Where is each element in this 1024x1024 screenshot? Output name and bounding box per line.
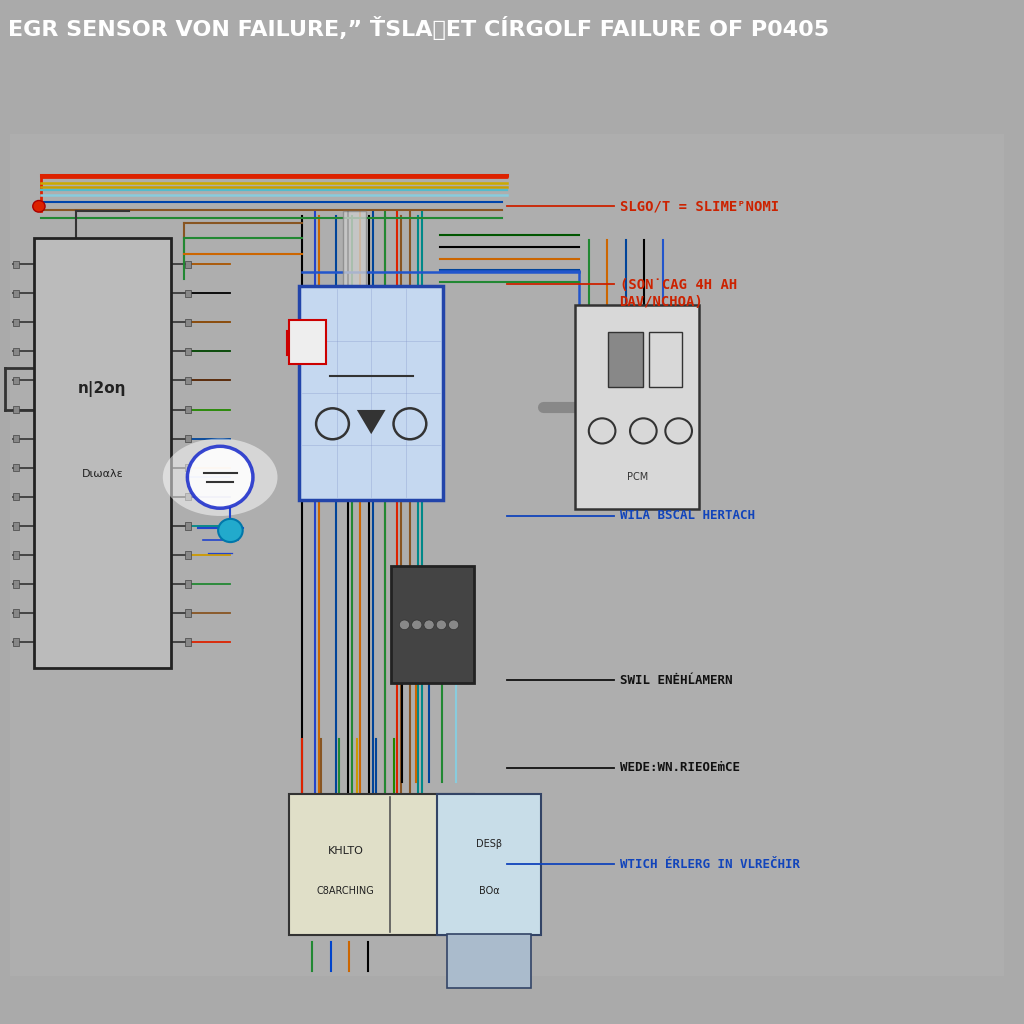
Bar [13,580,19,588]
Bar [185,290,191,297]
Circle shape [449,620,459,630]
Circle shape [187,446,253,508]
Bar [13,290,19,297]
Text: WTICH ÉRLERG IN VLREČHIR: WTICH ÉRLERG IN VLREČHIR [620,858,800,870]
Bar [13,347,19,355]
Text: WILA BSCAL HERTACH: WILA BSCAL HERTACH [620,510,755,522]
Circle shape [424,620,434,630]
FancyBboxPatch shape [34,239,171,668]
Bar [13,522,19,529]
Polygon shape [356,410,385,434]
FancyBboxPatch shape [446,934,530,988]
Bar [287,331,309,355]
Bar [343,211,366,328]
Bar [608,332,643,387]
Bar [649,332,682,387]
Text: EGR SENSOR VON FAILURE,” ŤSLAఎET CÍRGOLF FAILURE OF P0405: EGR SENSOR VON FAILURE,” ŤSLAఎET CÍRGOLF… [8,16,829,40]
Bar [185,434,191,442]
FancyBboxPatch shape [289,794,474,935]
FancyBboxPatch shape [299,286,443,500]
Text: SWIL ENĖHĹAMERN: SWIL ENĖHĹAMERN [620,674,732,687]
Bar [185,551,191,558]
Bar [185,609,191,616]
Bar [13,493,19,501]
Circle shape [399,620,410,630]
Bar [185,318,191,327]
Bar [13,609,19,616]
Bar [185,377,191,384]
Text: n|2oη: n|2oη [78,381,127,397]
Bar [185,260,191,268]
FancyBboxPatch shape [437,794,541,935]
FancyBboxPatch shape [391,566,474,683]
Bar [13,464,19,471]
Bar [185,406,191,414]
Circle shape [436,620,446,630]
FancyBboxPatch shape [289,319,326,365]
Text: C8ARCHING: C8ARCHING [316,887,375,896]
Bar [13,406,19,414]
FancyBboxPatch shape [575,305,699,509]
Text: PCM: PCM [627,471,648,481]
Text: DESβ: DESβ [476,839,502,849]
Text: (SOṄCAG 4H AH
DAV/NCHOA): (SOṄCAG 4H AH DAV/NCHOA) [620,279,737,308]
Text: Dιωαλε: Dιωαλε [82,469,123,479]
Circle shape [218,519,243,542]
Bar [13,434,19,442]
Text: BOα: BOα [478,887,500,896]
Bar [13,638,19,646]
Text: WEDE:WN.RIEOEṁCE: WEDE:WN.RIEOEṁCE [620,761,739,774]
Bar [13,551,19,558]
Ellipse shape [163,438,278,516]
Bar [185,464,191,471]
Bar [10,134,1004,976]
Bar [13,377,19,384]
Bar [185,522,191,529]
Bar [13,260,19,268]
Bar [185,580,191,588]
Circle shape [412,620,422,630]
Bar [185,493,191,501]
Text: SLGO/T = SLIMEᴾNOMI: SLGO/T = SLIMEᴾNOMI [620,200,778,213]
Text: KHLTO: KHLTO [328,846,364,856]
Bar [185,638,191,646]
Circle shape [33,201,45,212]
Bar [13,318,19,327]
Bar [185,347,191,355]
